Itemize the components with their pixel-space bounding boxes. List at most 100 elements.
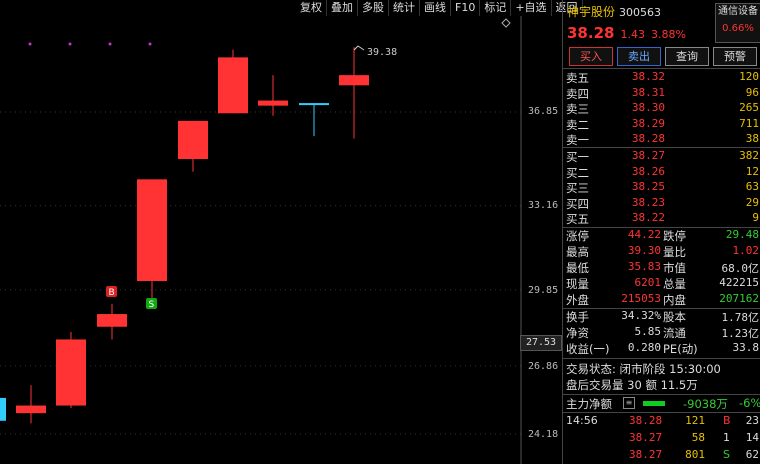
price-tick-2: 33.16 [528, 200, 559, 211]
candle-body[interactable] [56, 339, 86, 406]
current-price-tag: 27.53 [520, 335, 562, 351]
tick-count: 23 [745, 414, 759, 427]
book-label: 买二 [566, 165, 589, 180]
book-vol: 63 [745, 180, 759, 194]
tick-count: 14 [745, 431, 759, 444]
candle-body[interactable] [16, 405, 46, 414]
book-row[interactable]: 卖三 38.30 265 [563, 101, 760, 118]
buy-marker-icon[interactable] [106, 286, 117, 297]
quote-panel: 神宇股份 300563 通信设备 0.66% 38.28 1.43 3.88% 买入 … [562, 0, 760, 464]
tick-side: 1 [723, 431, 730, 444]
book-row[interactable]: 买三 38.25 63 [563, 180, 760, 197]
toolbar-btn-1[interactable]: 叠加 [327, 0, 358, 16]
book-label: 卖二 [566, 117, 589, 132]
price-change: 1.43 [620, 28, 645, 41]
sell-button[interactable]: 卖出 [617, 47, 661, 66]
main-net-value: -9038万 [683, 397, 728, 411]
toolbar-btn-3[interactable]: 统计 [389, 0, 420, 16]
stat-label: 最低 [566, 261, 589, 275]
diamond-icon[interactable] [501, 18, 511, 28]
book-label: 买一 [566, 150, 589, 164]
stat-value: 68.0亿 [721, 262, 760, 275]
toolbar-btn-0[interactable]: 复权 [296, 0, 327, 16]
tick-count: 62 [745, 448, 759, 461]
book-vol: 711 [739, 116, 759, 130]
candle-body[interactable] [258, 100, 288, 106]
alert-button[interactable]: 预警 [713, 47, 757, 66]
signal-dot [28, 42, 32, 46]
candle-body[interactable] [97, 314, 127, 327]
candle-body[interactable] [137, 179, 167, 282]
tick-time: 14:56 [566, 414, 598, 427]
divider [563, 358, 760, 359]
stat-label: 市值 [663, 261, 686, 275]
book-vol: 9 [752, 211, 759, 225]
stat-value: 6201 [634, 276, 662, 289]
price-line: 38.28 1.43 3.88% [567, 23, 686, 42]
book-row[interactable]: 买五 38.22 9 [563, 211, 760, 228]
book-vol: 96 [745, 85, 759, 99]
signal-dot [148, 42, 152, 46]
toolbar-btn-7[interactable]: +自选 [511, 0, 552, 16]
stock-name[interactable]: 神宇股份 [567, 5, 616, 19]
stat-value: 39.30 [627, 244, 661, 257]
book-vol: 120 [739, 70, 759, 83]
sell-marker-icon[interactable] [146, 298, 157, 309]
candle-body[interactable] [299, 103, 329, 106]
book-row[interactable]: 卖二 38.29 711 [563, 117, 760, 134]
high-pointer-icon [353, 45, 365, 51]
stat-label: 现量 [566, 277, 589, 291]
query-button[interactable]: 查询 [665, 47, 709, 66]
stat-value: 35.83 [627, 260, 661, 273]
stat-value: 29.48 [725, 228, 759, 241]
stat-value: 422215 [719, 276, 759, 289]
candle-body[interactable] [178, 120, 208, 160]
price-tick-3: 29.85 [528, 285, 559, 296]
candle-body[interactable] [339, 75, 369, 86]
stat-label: 最高 [566, 245, 589, 259]
chart-toolbar: 复权 叠加 多股 统计 画线 F10 标记 +自选 返回 [296, 0, 583, 16]
toolbar-btn-4[interactable]: 画线 [420, 0, 451, 16]
book-price: 38.28 [631, 132, 665, 146]
book-label: 买三 [566, 181, 589, 196]
book-price: 38.26 [631, 164, 665, 178]
tick-vol: 121 [685, 414, 705, 427]
book-row[interactable]: 卖五 38.32 120 [563, 70, 760, 87]
stat-label: PE(动) [663, 342, 698, 356]
price-tick-4: 26.86 [528, 361, 559, 372]
last-price: 38.28 [567, 24, 615, 42]
stat-value: 215053 [621, 292, 661, 305]
book-price: 38.32 [631, 70, 665, 83]
toolbar-btn-5[interactable]: F10 [451, 0, 481, 16]
book-row[interactable]: 买一 38.27 382 [563, 149, 760, 166]
divider [563, 308, 760, 309]
toolbar-btn-8[interactable]: 返回 [552, 0, 583, 16]
sector-button[interactable]: 通信设备 0.66% [715, 3, 760, 43]
book-vol: 382 [739, 149, 759, 162]
tick-vol: 58 [691, 431, 705, 444]
net-flow-bar [643, 401, 665, 406]
book-row[interactable]: 卖一 38.28 38 [563, 132, 760, 149]
menu-icon[interactable]: ≡ [623, 397, 635, 409]
toolbar-btn-6[interactable]: 标记 [480, 0, 512, 16]
book-price: 38.29 [631, 116, 665, 130]
book-price: 38.27 [631, 149, 665, 162]
book-vol: 12 [745, 164, 759, 178]
candle-body[interactable] [218, 57, 248, 114]
high-annotation: 39.38 [367, 47, 397, 58]
signal-dot [108, 42, 112, 46]
stat-label: 流通 [663, 326, 686, 340]
book-row[interactable]: 买四 38.23 29 [563, 196, 760, 213]
candlestick-chart[interactable]: 39.38 B S [0, 16, 522, 464]
after-hours: 盘后交易量 30 额 11.5万 [566, 378, 698, 392]
tick-price: 38.27 [629, 431, 663, 444]
book-row[interactable]: 买二 38.26 12 [563, 165, 760, 182]
stat-value: 44.22 [627, 228, 661, 241]
stock-code: 300563 [619, 6, 662, 19]
buy-button[interactable]: 买入 [569, 47, 613, 66]
book-row[interactable]: 卖四 38.31 96 [563, 86, 760, 103]
toolbar-btn-2[interactable]: 多股 [358, 0, 389, 16]
stat-value: 0.280 [627, 341, 661, 354]
sell-marker-label: S [149, 300, 155, 310]
stat-label: 收益(一) [566, 342, 610, 356]
